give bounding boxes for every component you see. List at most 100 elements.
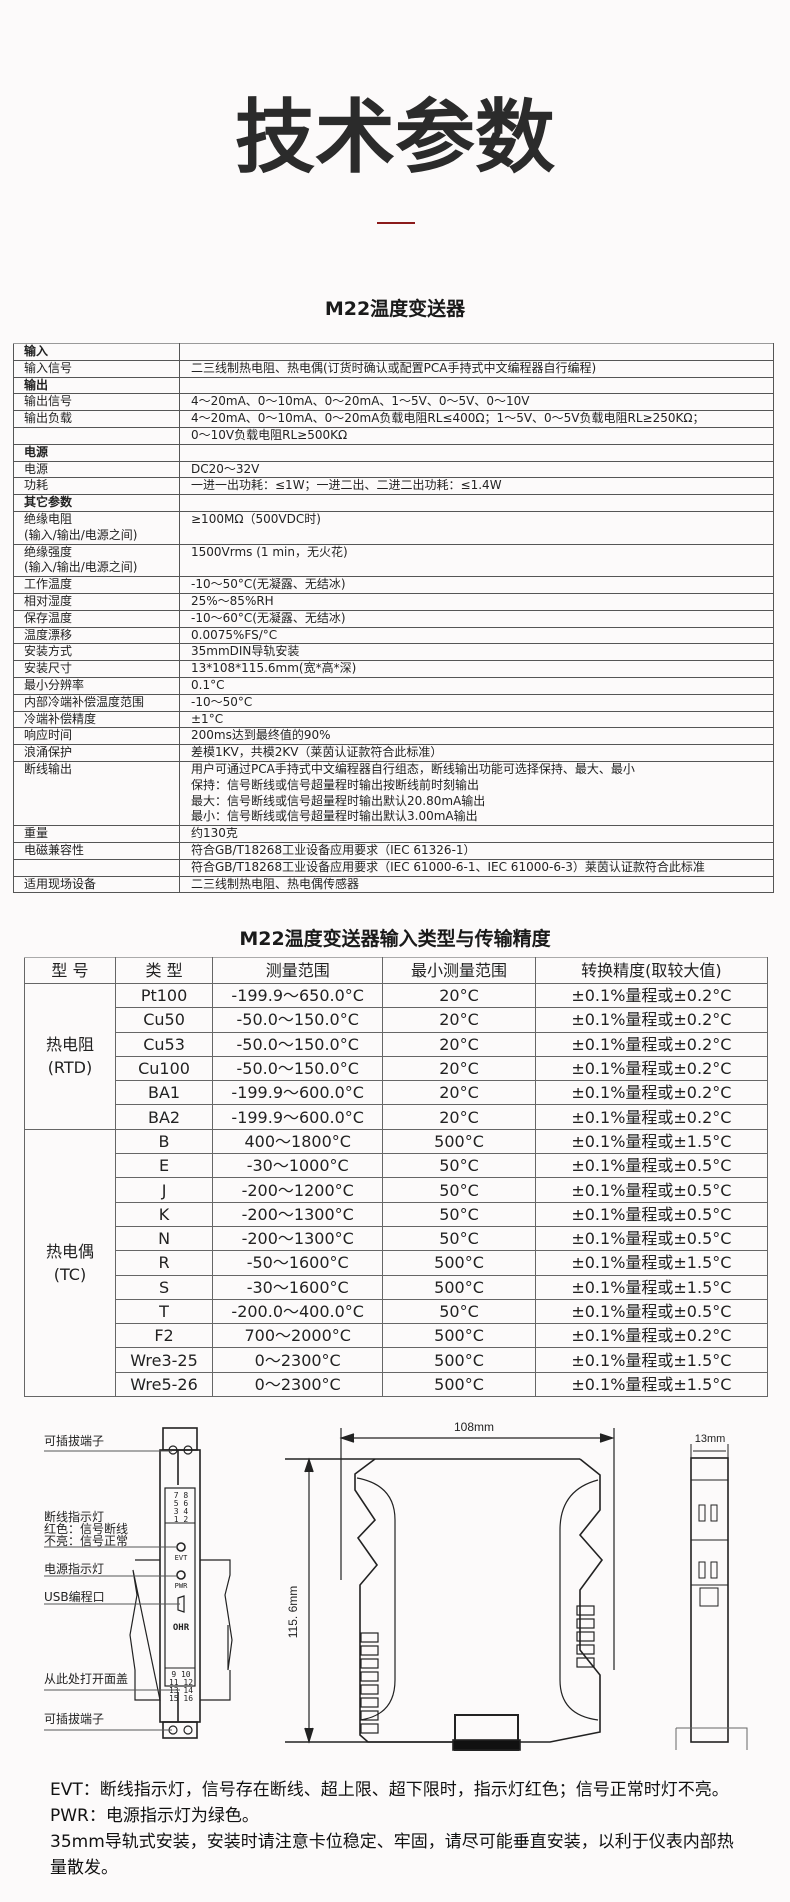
table-cell: -200.0～400.0°C [212,1298,384,1325]
spec-key [13,858,180,877]
spec-value: 一进一出功耗：≤1W；一进二出、二进二出功耗：≤1.4W [179,477,774,496]
spec-value-line: 二三线制热电阻、热电偶传感器 [191,876,360,891]
spec-value [179,343,774,361]
spec-key-subtext: (输入/输出/电源之间) [24,527,138,542]
label-cover: 从此处打开面盖 [44,1672,129,1686]
table-cell: Cu53 [114,1031,214,1057]
spec-table: 输入 输入信号 二三线制热电阻、热电偶(订货时确认或配置PCA手持式中文编程器自行编… [13,343,774,894]
spec-key-text: 适用现场设备 [24,876,97,891]
table-cell: 0～2300°C [212,1371,384,1398]
spec-key: 重量 [13,825,180,843]
spec-value: 0.1°C [179,676,774,695]
table-cell: N [114,1225,214,1252]
spec-value-line: ±1°C [191,711,224,726]
spec-key-text: 温度漂移 [24,627,73,642]
spec-key: 电源 [13,460,180,479]
label-evt-3: 不亮：信号正常 [44,1534,129,1548]
spec-row: 输出信号 4～20mA、0～10mA、0～20mA、1～5V、0～5V、0～10V [13,393,774,412]
table-cell: ±0.1%量程或±0.2°C [534,1323,769,1349]
spec-key-text: 电源 [24,461,49,476]
spec-value-line [191,445,773,460]
table-cell: ±0.1%量程或±0.5°C [534,1177,769,1203]
spec-value-line: 35mmDIN导轨安装 [191,644,300,659]
spec-row: 符合GB/T18268工业设备应用要求（IEC 61000-6-1、IEC 61… [13,858,774,877]
spec-row: 工作温度 -10～50°C(无凝露、无结冰) [13,576,774,594]
spec-key-text: 其它参数 [24,495,73,510]
note-pwr: PWR：电源指示灯为绿色。 [50,1806,259,1826]
spec-key: 浪涌保护 [13,744,180,762]
table-cell: 500°C [382,1371,536,1398]
spec-key-subtext: (输入/输出/电源之间) [24,560,138,575]
label-terminal-top: 可插拔端子 [44,1434,105,1448]
spec-row: 内部冷端补偿温度范围 -10～50°C [13,693,774,712]
table-cell: -199.9～600.0°C [212,1104,384,1130]
label-usb: USB编程口 [44,1590,105,1604]
spec-key-text: 绝缘强度 [24,544,73,559]
spec-row: 最小分辨率 0.1°C [13,676,774,695]
spec-row: 输入信号 二三线制热电阻、热电偶(订货时确认或配置PCA手持式中文编程器自行编程) [13,359,774,378]
spec-value: 1500Vrms (1 min，无火花) [179,543,774,578]
spec-key: 适用现场设备 [13,875,180,894]
spec-key: 保存温度 [13,609,180,628]
table-cell: K [114,1201,214,1227]
spec-value: 4～20mA、0～10mA、0～20mA、1～5V、0～5V、0～10V [179,393,774,412]
table-cell: ±0.1%量程或±1.5°C [534,1371,769,1398]
table-cell: 500°C [382,1323,536,1349]
spec-value-line: 差模1KV，共模2KV（莱茵认证款符合此标准） [191,745,443,760]
table-cell: R [114,1250,214,1276]
table-cell: ±0.1%量程或±0.5°C [534,1201,769,1227]
table-cell: Cu50 [114,1007,214,1033]
spec-key-text: 功耗 [24,478,49,493]
range-table-title: M22温度变送器输入类型与传输精度 [239,928,551,950]
table-cell: ±0.1%量程或±0.5°C [534,1298,769,1325]
spec-key-text [24,860,179,875]
spec-row: 输入 [13,343,774,361]
note-install-cont: 量散发。 [50,1858,118,1878]
spec-value-line: 1500Vrms (1 min，无火花) [191,544,348,559]
spec-key-text: 保存温度 [24,610,73,625]
label-evt-2: 红色：信号断线 [44,1522,129,1536]
spec-value-line [191,344,773,359]
table-cell: -50.0～150.0°C [212,1031,384,1057]
spec-value: 35mmDIN导轨安装 [179,643,774,662]
height-dimension: 115. 6mm [286,1586,300,1638]
end-view-body [690,1457,729,1743]
spec-row: 安装尺寸 13*108*115.6mm(宽*高*深) [13,660,774,678]
spec-value: 符合GB/T18268工业设备应用要求（IEC 61326-1） [179,841,774,860]
spec-value: 符合GB/T18268工业设备应用要求（IEC 61000-6-1、IEC 61… [179,858,774,877]
table-cell: 50°C [382,1225,536,1252]
table-cell: 20°C [382,1031,536,1057]
spec-key: 其它参数 [13,494,180,512]
table-cell: 700～2000°C [212,1323,384,1349]
spec-key-text: 工作温度 [24,577,73,592]
table-cell: -200～1300°C [212,1201,384,1227]
spec-key-text: 电磁兼容性 [24,842,85,857]
spec-value-line: 最小：信号断线或信号超量程时输出默认3.00mA输出 [191,809,478,824]
spec-row: 其它参数 [13,494,774,512]
table-cell: Cu100 [114,1055,214,1082]
pin-label: 3 4 [174,1507,189,1516]
table-cell: BA2 [114,1104,214,1130]
spec-value: -10～50°C(无凝露、无结冰) [179,576,774,594]
table-cell: 20°C [382,1007,536,1033]
spec-value: -10～50°C [179,693,774,712]
table-cell: ±0.1%量程或±1.5°C [534,1274,769,1300]
evt-led-icon [176,1542,186,1552]
spec-key-text: 重量 [24,826,49,841]
range-table: 型 号类 型测量范围 最小测量范围 转换精度(取较大值) 热电阻 (RTD) Pt100… [24,957,769,1398]
page-title: 技术参数 [235,91,555,184]
spec-key: 断线输出 [13,760,180,827]
spec-value: 约130克 [179,825,774,843]
table-cell: Wre5-26 [114,1371,214,1398]
spec-row: 电源 DC20～32V [13,460,774,479]
spec-row: 相对湿度 25%～85%RH [13,592,774,611]
table-cell: BA1 [114,1080,214,1106]
spec-key: 输入信号 [13,359,180,378]
table-cell: 50°C [382,1298,536,1325]
table-row: Wre5-26 0～2300°C 500°C ±0.1%量程或±1.5°C [25,1371,769,1398]
spec-key [13,426,180,445]
spec-key: 绝缘强度 (输入/输出/电源之间) [13,543,180,578]
table-cell: J [114,1177,214,1203]
spec-key-text: 最小分辨率 [24,677,85,692]
column-header: 型 号 [24,957,116,984]
